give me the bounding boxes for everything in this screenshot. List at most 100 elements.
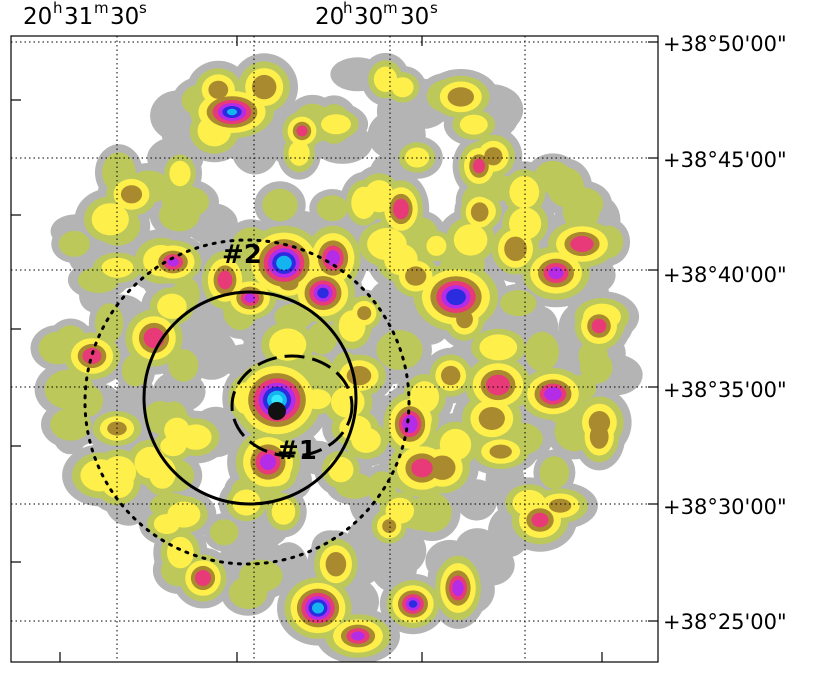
emission-blob [408,600,418,608]
emission-blob [321,114,351,135]
emission-blob [101,456,137,489]
emission-blob [157,293,187,319]
emission-blob [452,580,464,596]
emission-blob [412,492,452,533]
emission-blob [570,236,594,252]
map-frame [10,35,659,663]
svg-text:30: 30 [354,4,383,30]
intensity-map [30,52,643,662]
emission-blob [500,290,537,317]
emission-blob [326,250,340,266]
ra-minutes: 31 [64,4,93,30]
emission-blob [328,456,354,483]
emission-blob [120,185,143,204]
emission-blob [472,158,486,174]
dotted-region-2 [83,238,411,566]
dec-label: +38°35'00" [663,378,787,402]
emission-blob [276,255,292,271]
emission-blob [373,66,398,93]
emission-blob [539,456,570,489]
emission-blob [296,125,308,137]
ra-minutes: 30 [354,4,383,30]
emission-blob [446,288,466,306]
ra-seconds: 30 [400,4,429,30]
emission-blob [531,512,549,528]
emission-blob [547,167,585,208]
emission-blob [50,408,92,441]
emission-blob [470,202,489,222]
ra-hours: 20 [23,4,52,30]
emission-blob [316,195,348,222]
emission-blob [312,602,324,614]
emission-blob [271,498,296,525]
emission-blob [288,140,310,166]
region-markers: #1 #2 [83,238,411,566]
emission-blob [208,80,229,99]
emission-blob [402,415,418,433]
emission-blob [411,458,433,478]
emission-blob [509,176,540,209]
emission-blob [479,334,518,361]
central-source-core [268,402,286,420]
emission-blob [252,74,277,100]
ra-label-2: 20 h 30 m 30 s [315,0,438,30]
ra-m-sup: m [94,0,109,17]
region-label-1: #1 [277,436,317,466]
emission-blob [91,203,129,236]
svg-text:30: 30 [400,4,429,30]
dec-label: +38°30'00" [663,495,787,519]
emission-blob [160,436,187,457]
ra-s-sup: s [139,0,147,17]
ra-label-1: 20 h 31 m 30 s [23,0,147,30]
ra-m-sup: m [383,0,398,17]
ra-h-sup: h [53,0,63,17]
emission-blob [260,454,276,470]
emission-blob [339,415,372,441]
axis-labels: 20 h 31 m 30 s 20 h 30 m 30 s +38°50'00"… [23,0,787,634]
svg-text:20: 20 [315,4,344,30]
emission-blob [158,198,200,232]
emission-blob [391,77,414,98]
emission-blob [486,374,510,396]
emission-blob [525,331,559,372]
emission-blob [307,321,338,355]
emission-blob [447,87,474,107]
emission-blob [217,270,233,290]
emission-blob [101,257,134,278]
emission-blob [393,198,409,220]
svg-text:20: 20 [23,4,52,30]
emission-blob [459,114,488,135]
emission-blob [226,108,238,116]
emission-blob [489,444,512,459]
svg-text:s: s [139,0,147,17]
emission-blob [331,386,365,418]
emission-blob [95,303,124,343]
emission-blob [455,479,498,521]
emission-blob [239,559,283,593]
dec-labels: +38°50'00" +38°45'00" +38°40'00" +38°35'00"… [663,32,787,634]
emission-blob [357,306,372,321]
emission-blob [70,384,104,418]
emission-blob [195,570,211,586]
emission-blob [167,536,194,569]
emission-blob [148,456,176,489]
ra-seconds: 30 [110,4,139,30]
svg-text:30: 30 [110,4,139,30]
svg-text:h: h [53,0,63,17]
emission-blob [405,266,427,286]
emission-blob [589,424,609,449]
emission-blob [167,501,201,528]
ra-hours: 20 [315,4,344,30]
region-label-2: #2 [222,240,262,270]
dec-label: +38°40'00" [663,263,787,287]
ra-h-sup: h [343,0,353,17]
svg-text:m: m [383,0,398,17]
emission-blob [262,188,298,222]
emission-blob [317,287,329,299]
emission-blob [504,236,527,261]
emission-blob [478,407,505,430]
svg-text:31: 31 [64,4,93,30]
emission-blob [441,365,461,386]
dec-label: +38°50'00" [663,32,787,56]
